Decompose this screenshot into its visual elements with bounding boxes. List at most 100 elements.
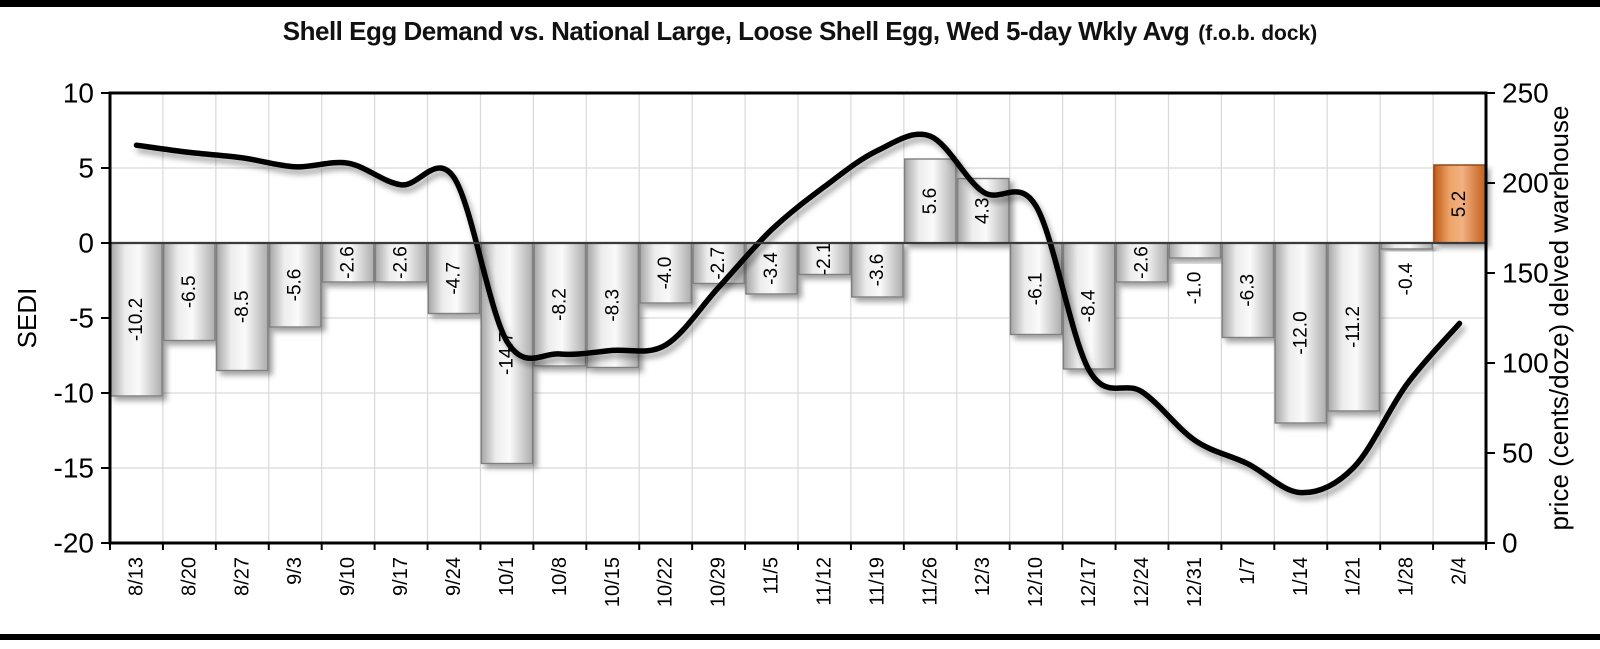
- svg-text:0: 0: [78, 228, 94, 259]
- x-label: 1/7: [1237, 557, 1259, 585]
- svg-text:-15: -15: [54, 453, 94, 484]
- bar-labels: -10.2 -6.5 -8.5 -5.6 -2.6 -2.6 -4.7 -14.7 -8.2 -8…: [126, 188, 1470, 375]
- bar-11/26: [903, 158, 957, 244]
- x-label: 11/5: [761, 557, 783, 594]
- left-axis-title: SEDI: [12, 288, 42, 349]
- x-label: 2/4: [1449, 557, 1471, 585]
- bar-label: -2.6: [338, 246, 359, 279]
- bar-label: 5.6: [920, 188, 941, 214]
- right-axis-tick-labels: 250 200 150 100 50 0: [1502, 78, 1549, 559]
- bar-10/22: [639, 242, 692, 304]
- svg-text:-10: -10: [54, 378, 94, 409]
- bar-label: -8.4: [1079, 289, 1100, 322]
- bar-12/24: [1115, 242, 1169, 283]
- bar-label: -11.2: [1343, 306, 1364, 348]
- svg-text:-20: -20: [54, 528, 94, 559]
- x-label: 9/24: [443, 557, 465, 596]
- x-label: 1/14: [1290, 557, 1312, 596]
- bar-11/12: [798, 242, 851, 276]
- svg-text:10: 10: [63, 78, 94, 109]
- svg-text:50: 50: [1502, 438, 1533, 469]
- bar-label: -1.0: [1184, 272, 1205, 305]
- x-label: 1/28: [1396, 557, 1418, 596]
- bar-label: -12.0: [1290, 311, 1311, 354]
- bar-1/14: [1274, 242, 1328, 424]
- x-label: 9/3: [284, 557, 306, 585]
- bar-11/19: [851, 242, 904, 298]
- bottom-border-bar: [0, 634, 1600, 640]
- x-label: 10/15: [602, 557, 624, 607]
- bar-label: -2.6: [391, 246, 412, 279]
- bar-label: -8.5: [232, 290, 253, 323]
- bar-label: -8.2: [549, 288, 570, 321]
- x-label: 10/1: [496, 557, 518, 596]
- bar-10/8: [533, 242, 587, 367]
- svg-text:5: 5: [78, 153, 94, 184]
- svg-text:100: 100: [1502, 348, 1549, 379]
- bar-label: -10.2: [126, 298, 147, 341]
- x-label: 12/17: [1078, 557, 1100, 607]
- right-axis-title: price (cents/doze) delved warehouse: [1544, 106, 1574, 531]
- x-label: 10/22: [655, 557, 677, 607]
- bar-label: -14.7: [496, 332, 517, 375]
- chart-title: Shell Egg Demand vs. National Large, Loo…: [0, 16, 1600, 47]
- x-label: 8/13: [126, 557, 148, 596]
- bar-label: -3.4: [761, 252, 782, 285]
- x-label: 9/10: [337, 557, 359, 596]
- x-label: 12/31: [1184, 557, 1206, 607]
- bar-10/29: [692, 242, 745, 285]
- bar-9/24: [427, 242, 481, 315]
- svg-text:200: 200: [1502, 168, 1549, 199]
- x-label: 10/29: [708, 557, 730, 607]
- svg-text:0: 0: [1502, 528, 1518, 559]
- price-line: [133, 131, 1463, 496]
- left-axis-tick-labels: 10 5 0 -5 -10 -15 -20: [54, 78, 94, 559]
- x-label: 10/8: [549, 557, 571, 596]
- bar-8/20: [162, 242, 216, 342]
- axis-ticks: [101, 92, 1495, 550]
- bar-9/17: [374, 242, 428, 283]
- x-label: 8/20: [178, 557, 200, 596]
- bar-1/21: [1327, 242, 1380, 412]
- svg-text:-5: -5: [69, 303, 94, 334]
- bar-label: 4.3: [973, 198, 994, 224]
- bar-label: -5.6: [285, 269, 306, 302]
- x-label: 11/12: [814, 557, 836, 606]
- bar-label: -6.1: [1026, 272, 1047, 305]
- bar-label: -3.6: [867, 254, 888, 287]
- x-label: 12/24: [1131, 557, 1153, 607]
- x-label: 8/27: [231, 557, 253, 596]
- bar-label: -2.1: [814, 242, 835, 275]
- bar-label: 5.2: [1449, 191, 1470, 217]
- chart-title-main: Shell Egg Demand vs. National Large, Loo…: [282, 16, 1190, 46]
- bar-12/17: [1062, 242, 1116, 370]
- bar-8/27: [215, 242, 269, 372]
- bar-8/13: [110, 242, 163, 397]
- bar-label: -4.0: [655, 257, 676, 290]
- bar-label: -6.3: [1237, 274, 1258, 307]
- x-label: 11/26: [919, 557, 941, 606]
- bar-label: -2.6: [1132, 246, 1153, 279]
- bar-9/10: [321, 242, 375, 283]
- bar-10/15: [586, 242, 640, 369]
- top-border-bar: [0, 0, 1600, 7]
- x-label: 12/10: [1025, 557, 1047, 607]
- x-label: 1/21: [1343, 557, 1365, 596]
- bar-label: -6.5: [179, 275, 200, 308]
- svg-text:150: 150: [1502, 258, 1549, 289]
- x-axis-labels: 8/13 8/20 8/27 9/3 9/10 9/17 9/24 10/1 10/8 10/15…: [126, 557, 1471, 607]
- x-label: 9/17: [390, 557, 412, 596]
- bar-label: -2.7: [708, 247, 729, 280]
- bar-label: -8.3: [602, 289, 623, 322]
- chart-title-paren: (f.o.b. dock): [1198, 22, 1318, 45]
- bar-label: -4.7: [444, 262, 465, 295]
- x-label: 11/19: [866, 557, 888, 606]
- gridlines: [110, 93, 1486, 543]
- bar-label: -0.4: [1396, 262, 1417, 295]
- svg-text:250: 250: [1502, 78, 1549, 109]
- x-label: 12/3: [972, 557, 994, 596]
- bar-12/31: [1168, 242, 1222, 259]
